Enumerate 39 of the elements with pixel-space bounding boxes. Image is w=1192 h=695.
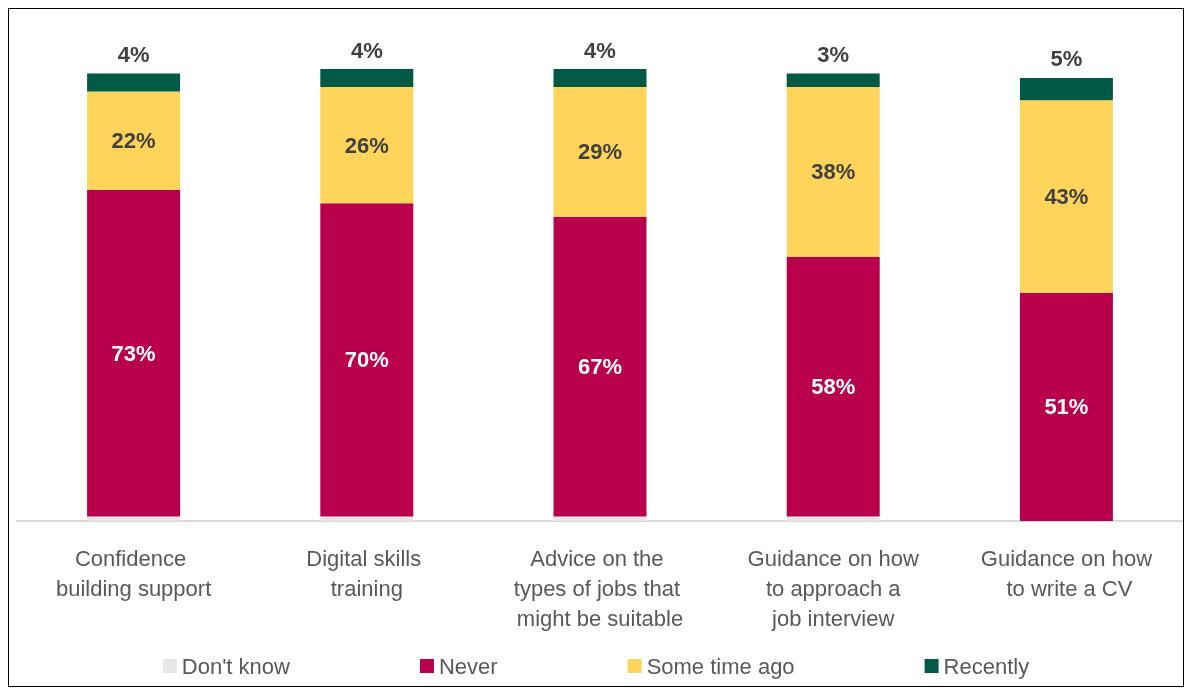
bar: [87, 189, 181, 517]
data-label: 43%: [1044, 184, 1089, 210]
data-label: 4%: [350, 37, 383, 63]
bar: [87, 91, 181, 190]
legend-label: Never: [438, 653, 498, 679]
data-label: 26%: [344, 132, 389, 158]
data-label: 51%: [1044, 394, 1089, 420]
legend-label: Some time ago: [646, 653, 795, 679]
data-label: 67%: [577, 354, 623, 380]
x-tick-label: Advice on the types of jobs that might be suitable: [513, 545, 687, 631]
bar: [1019, 77, 1113, 101]
bar: [320, 86, 414, 204]
bar: [320, 69, 414, 87]
data-label: 70%: [344, 347, 389, 373]
x-tick-label: Guidance on how to approach a job interview: [747, 545, 919, 631]
data-label: 38%: [811, 159, 856, 185]
data-label: 4%: [584, 37, 616, 63]
data-label: 3%: [817, 41, 850, 67]
x-tick-label: Confidence building support: [55, 545, 212, 601]
bar: [786, 256, 880, 517]
bar: [1019, 292, 1113, 521]
data-label: 73%: [111, 340, 156, 366]
bar: [1019, 100, 1113, 293]
bar: [87, 73, 181, 92]
data-label: 4%: [117, 41, 150, 67]
legend-label: Don't know: [181, 653, 291, 679]
bar: [553, 86, 647, 217]
x-tick-label: Guidance on how to write a CV: [980, 545, 1153, 601]
data-label: 29%: [577, 139, 623, 165]
bar: [320, 203, 414, 517]
bar: [553, 69, 647, 87]
legend-label: Recently: [943, 653, 1030, 679]
data-label: 5%: [1050, 46, 1083, 72]
bar: [553, 216, 647, 517]
x-tick-label: Digital skills training: [306, 545, 428, 601]
data-label: 22%: [111, 128, 156, 154]
data-label: 58%: [811, 374, 856, 400]
bar: [786, 86, 880, 257]
bar: [786, 73, 880, 87]
